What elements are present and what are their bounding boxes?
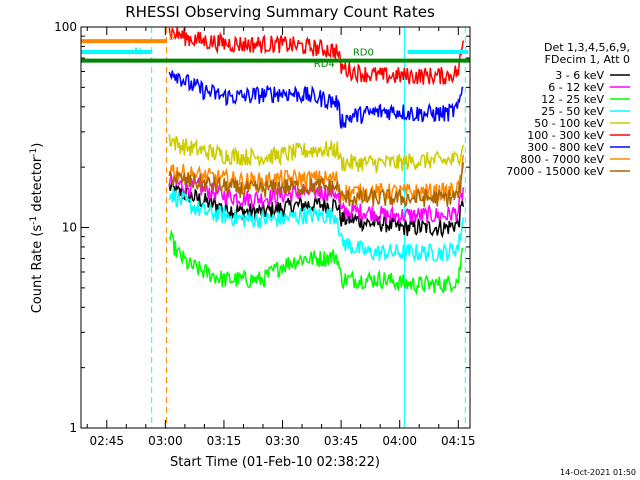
flag-label-s: S — [168, 32, 174, 43]
series-12-25-kev — [168, 229, 464, 296]
chart-title: RHESSI Observing Summary Count Rates — [125, 3, 435, 21]
x-tick-label-0415: 04:15 — [441, 434, 476, 448]
y-tick-label-10: 10 — [62, 221, 77, 235]
series-50-100-kev — [168, 134, 465, 175]
series-layer: N S RD4 RD0 — [81, 26, 470, 428]
axes-layer: 1 10 100 02:45 03:00 03:15 03:30 03:45 04:00 04:1… — [54, 20, 475, 448]
legend: Det 1,3,4,5,6,9,FDecim 1, Att 0 3 - 6 keV… — [506, 41, 630, 178]
series-800-7000-kev — [168, 154, 465, 203]
x-tick-label-0345: 03:45 — [324, 434, 359, 448]
series-6-12-kev — [168, 174, 465, 225]
y-axis-label-sup-2: -1 — [29, 148, 39, 157]
legend-header-2: FDecim 1, Att 0 — [545, 53, 630, 66]
x-tick-label-0315: 03:15 — [207, 434, 242, 448]
series-7000-15000-kev — [168, 162, 465, 208]
flag-label-n: N — [134, 46, 141, 57]
series-300-800-kev — [168, 70, 464, 129]
legend-label-8: 800 - 7000 keV — [520, 153, 604, 166]
legend-label-2: 6 - 12 keV — [548, 81, 604, 94]
y-axis-label-mid: detector — [30, 156, 45, 216]
x-tick-label-0300: 03:00 — [148, 434, 183, 448]
x-tick-label-0245: 02:45 — [89, 434, 124, 448]
series-25-50-kev — [168, 188, 465, 263]
x-axis-label: Start Time (01-Feb-10 02:38:22) — [170, 455, 380, 470]
x-tick-label-0330: 03:30 — [265, 434, 300, 448]
y-tick-label-100: 100 — [54, 20, 77, 34]
legend-label-1: 3 - 6 keV — [555, 69, 604, 82]
y-axis-label: Count Rate (s-1 detector-1) — [29, 143, 45, 314]
footer-date: 14-Oct-2021 01:50 — [560, 468, 636, 477]
flag-label-rd4: RD4 — [314, 59, 335, 70]
y-axis-label-end: ) — [30, 143, 45, 148]
flag-label-rd0: RD0 — [353, 48, 374, 59]
y-axis-label-sup-1: -1 — [29, 216, 39, 225]
legend-label-3: 12 - 25 keV — [541, 93, 604, 106]
y-axis-label-main: Count Rate (s — [30, 225, 45, 314]
legend-label-9: 7000 - 15000 keV — [506, 165, 604, 178]
x-tick-label-0400: 04:00 — [382, 434, 417, 448]
legend-header-1: Det 1,3,4,5,6,9, — [544, 41, 630, 54]
legend-label-5: 50 - 100 keV — [534, 117, 604, 130]
legend-label-6: 100 - 300 keV — [527, 129, 604, 142]
series-100-300-kev — [168, 26, 465, 86]
legend-label-7: 300 - 800 keV — [527, 141, 604, 154]
y-tick-label-1: 1 — [69, 421, 77, 435]
legend-label-4: 25 - 50 keV — [541, 105, 604, 118]
